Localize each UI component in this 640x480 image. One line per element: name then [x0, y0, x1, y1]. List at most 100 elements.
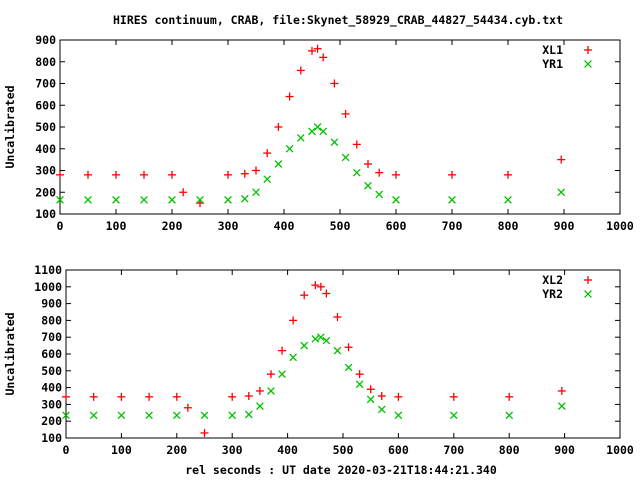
data-point — [448, 170, 456, 179]
data-point — [364, 181, 372, 190]
data-point — [366, 395, 375, 404]
x-tick-label: 200 — [166, 443, 187, 457]
data-point — [355, 370, 364, 379]
data-point — [352, 168, 361, 177]
data-point — [244, 410, 253, 419]
x-tick-label: 300 — [222, 443, 243, 457]
data-point — [200, 411, 209, 420]
data-point — [140, 196, 148, 204]
data-point — [274, 123, 283, 131]
y-axis-label: Uncalibrated — [3, 85, 17, 168]
data-point — [140, 170, 148, 179]
y-tick-label: 600 — [35, 98, 56, 112]
data-point — [89, 392, 98, 401]
data-point — [145, 392, 154, 401]
data-point — [333, 313, 342, 322]
bottom-panel: 0 100 200 300 400 500 600 700 800 900 100010020030… — [3, 263, 634, 457]
x-tick-label: 900 — [554, 443, 575, 457]
data-point — [341, 153, 350, 162]
data-point — [278, 346, 287, 355]
data-point — [504, 170, 512, 179]
data-point — [228, 392, 237, 401]
x-tick-label: 400 — [277, 443, 298, 457]
x-tick-label: 300 — [218, 219, 239, 233]
data-point — [311, 335, 320, 343]
data-point — [62, 411, 70, 420]
data-point — [179, 188, 188, 197]
data-point — [263, 149, 272, 158]
data-point — [256, 402, 264, 410]
data-point — [263, 175, 272, 184]
legend-label: XL2 — [542, 273, 563, 287]
data-point — [557, 155, 566, 164]
legend-label: XL1 — [542, 43, 563, 57]
data-point — [364, 159, 372, 168]
x-tick-label: 800 — [498, 219, 519, 233]
y-tick-label: 700 — [35, 77, 56, 91]
plot-frame — [59, 39, 621, 215]
legend-label: YR1 — [542, 57, 563, 71]
data-point — [240, 169, 249, 178]
data-point — [300, 341, 309, 350]
data-point — [224, 196, 232, 204]
data-point — [56, 196, 64, 204]
y-tick-label: 500 — [35, 120, 56, 134]
data-point — [172, 411, 181, 420]
data-point — [84, 170, 92, 179]
data-point — [145, 411, 153, 420]
y-tick-label: 500 — [41, 364, 62, 378]
y-tick-label: 600 — [41, 347, 62, 361]
data-point — [319, 127, 328, 136]
y-tick-label: 100 — [35, 207, 56, 221]
y-tick-label: 400 — [41, 381, 62, 395]
data-point — [375, 168, 384, 177]
y-tick-label: 300 — [35, 164, 56, 178]
data-point — [56, 170, 64, 179]
data-point — [449, 411, 458, 420]
data-point — [449, 392, 458, 401]
data-point — [168, 196, 176, 204]
x-tick-label: 0 — [63, 443, 70, 457]
data-point — [200, 428, 209, 437]
data-point — [322, 289, 331, 298]
data-point — [319, 53, 328, 62]
data-point — [285, 144, 294, 153]
data-point — [448, 196, 456, 204]
data-point — [557, 402, 566, 410]
data-point — [274, 160, 283, 168]
data-point — [392, 170, 400, 179]
top-panel: 0 100 200 300 400 500 600 700 800 900 100010020030… — [3, 33, 634, 233]
data-point — [330, 138, 339, 147]
x-tick-label: 600 — [388, 443, 409, 457]
x-tick-label: 900 — [554, 219, 575, 233]
y-tick-label: 900 — [41, 297, 62, 311]
data-point — [289, 316, 298, 325]
data-point — [505, 392, 514, 401]
x-tick-label: 400 — [274, 219, 295, 233]
data-point — [224, 170, 232, 179]
legend-marker — [584, 276, 592, 284]
data-point — [505, 411, 514, 420]
series-XL2 — [62, 281, 566, 437]
legend-marker — [584, 60, 592, 68]
data-point — [341, 109, 350, 118]
y-axis-label: Uncalibrated — [3, 312, 17, 395]
data-point — [300, 291, 309, 300]
y-tick-label: 1100 — [34, 263, 62, 277]
data-point — [557, 386, 566, 395]
data-point — [266, 370, 275, 379]
data-point — [557, 188, 566, 197]
x-tick-label: 100 — [111, 443, 132, 457]
data-point — [313, 44, 322, 53]
data-point — [316, 282, 325, 291]
data-point — [392, 196, 400, 204]
data-point — [172, 392, 181, 401]
x-tick-label: 800 — [499, 443, 520, 457]
data-point — [285, 92, 294, 101]
chart-title: HIRES continuum, CRAB, file:Skynet_58929… — [113, 13, 563, 28]
legend-marker — [584, 46, 592, 54]
data-point — [394, 411, 403, 420]
data-point — [267, 387, 275, 395]
data-point — [330, 79, 339, 88]
